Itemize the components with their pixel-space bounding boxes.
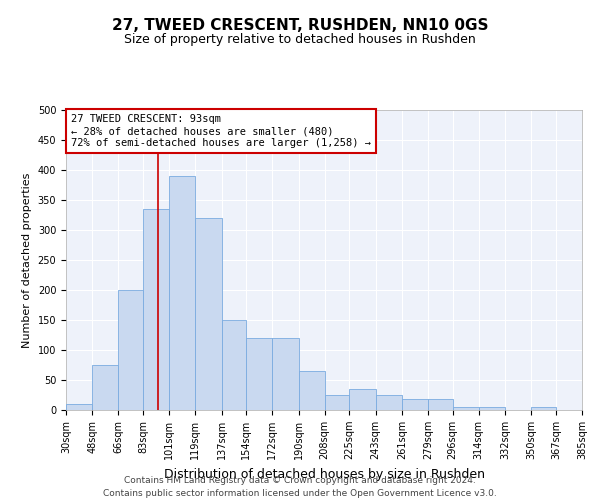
Bar bbox=[92, 365, 118, 410]
Bar bbox=[118, 290, 143, 410]
Bar bbox=[452, 407, 479, 410]
Bar bbox=[66, 404, 92, 410]
Y-axis label: Number of detached properties: Number of detached properties bbox=[22, 172, 32, 348]
Bar bbox=[299, 371, 325, 410]
Bar bbox=[196, 218, 221, 410]
Bar bbox=[169, 176, 196, 410]
Bar bbox=[479, 407, 505, 410]
X-axis label: Distribution of detached houses by size in Rushden: Distribution of detached houses by size … bbox=[163, 468, 485, 480]
Bar bbox=[428, 399, 452, 410]
Bar bbox=[376, 395, 402, 410]
Bar bbox=[272, 338, 299, 410]
Bar bbox=[143, 209, 169, 410]
Bar bbox=[246, 338, 272, 410]
Bar bbox=[531, 407, 556, 410]
Bar bbox=[349, 389, 376, 410]
Text: Size of property relative to detached houses in Rushden: Size of property relative to detached ho… bbox=[124, 32, 476, 46]
Bar bbox=[402, 399, 428, 410]
Bar bbox=[221, 320, 246, 410]
Bar bbox=[325, 395, 349, 410]
Text: Contains HM Land Registry data © Crown copyright and database right 2024.
Contai: Contains HM Land Registry data © Crown c… bbox=[103, 476, 497, 498]
Text: 27 TWEED CRESCENT: 93sqm
← 28% of detached houses are smaller (480)
72% of semi-: 27 TWEED CRESCENT: 93sqm ← 28% of detach… bbox=[71, 114, 371, 148]
Text: 27, TWEED CRESCENT, RUSHDEN, NN10 0GS: 27, TWEED CRESCENT, RUSHDEN, NN10 0GS bbox=[112, 18, 488, 32]
